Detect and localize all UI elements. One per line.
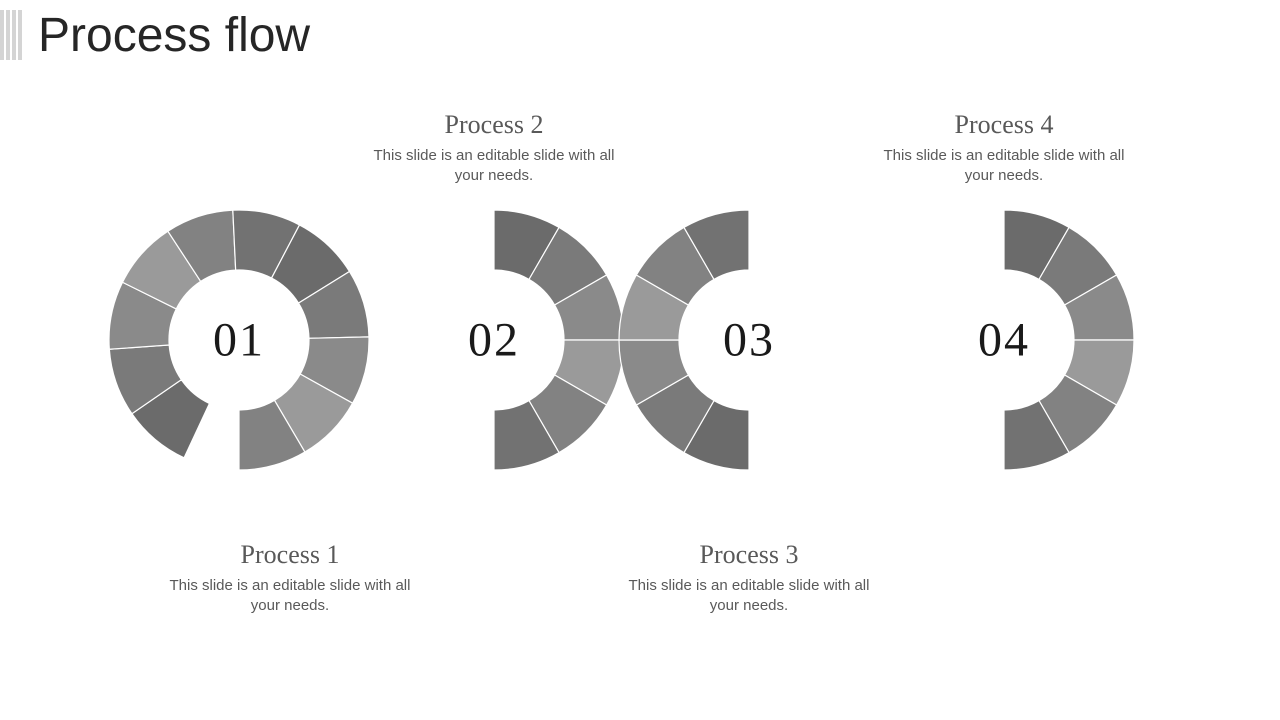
step-number-2: 02 bbox=[468, 313, 520, 368]
process-block-4: Process 4 This slide is an editable slide… bbox=[874, 110, 1134, 187]
slide: Process flow 01020304Process 1This slide… bbox=[0, 0, 1280, 720]
process-title-1: Process 1 bbox=[160, 540, 420, 570]
step-number-4: 04 bbox=[978, 313, 1030, 368]
process-desc-2: This slide is an editable slide with all… bbox=[364, 146, 624, 187]
step-number-3: 03 bbox=[723, 313, 775, 368]
process-desc-4: This slide is an editable slide with all… bbox=[874, 146, 1134, 187]
process-desc-3: This slide is an editable slide with all… bbox=[619, 576, 879, 617]
step-number-1: 01 bbox=[213, 313, 265, 368]
process-title-3: Process 3 bbox=[619, 540, 879, 570]
process-block-2: Process 2 This slide is an editable slide… bbox=[364, 110, 624, 187]
process-title-2: Process 2 bbox=[364, 110, 624, 140]
process-block-1: Process 1 This slide is an editable slide… bbox=[160, 540, 420, 617]
process-desc-1: This slide is an editable slide with all… bbox=[160, 576, 420, 617]
diagram-stage: 01 02 03 04 Process 1 This slide is an editab… bbox=[0, 0, 1280, 720]
process-block-3: Process 3 This slide is an editable slide… bbox=[619, 540, 879, 617]
process-title-4: Process 4 bbox=[874, 110, 1134, 140]
